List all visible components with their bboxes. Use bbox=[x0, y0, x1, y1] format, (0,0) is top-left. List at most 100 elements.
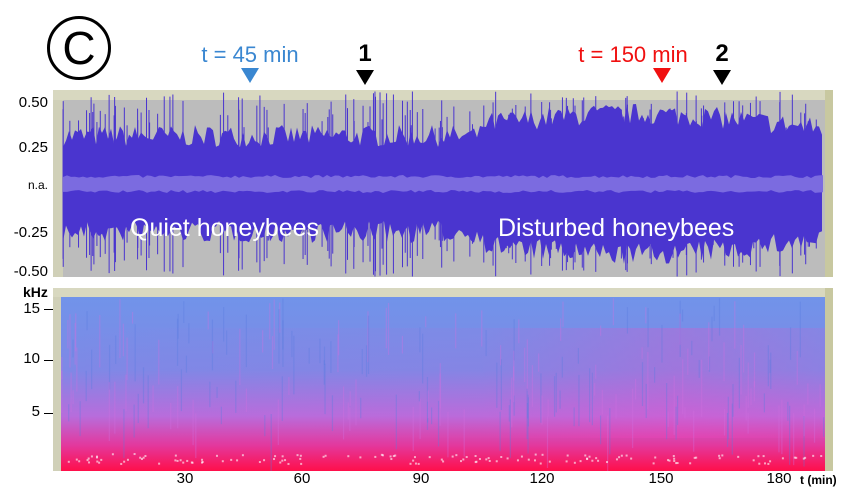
spectrogram-speckle bbox=[174, 459, 177, 462]
spectrogram-streak bbox=[647, 352, 649, 410]
spectrogram-speckle bbox=[100, 458, 103, 461]
spectrogram-speckle bbox=[615, 458, 618, 461]
spectrogram-streak bbox=[807, 383, 809, 405]
spectrogram-streak bbox=[147, 375, 149, 429]
spectrogram-streak bbox=[561, 356, 563, 378]
spectrogram-streak bbox=[323, 360, 325, 385]
marker-t45-label: t = 45 min bbox=[201, 42, 299, 67]
spectrogram-streak bbox=[645, 307, 647, 324]
spectrogram-speckle bbox=[668, 459, 671, 462]
spectrogram-streak bbox=[262, 330, 264, 353]
spectrogram-streak bbox=[331, 395, 334, 432]
spectrogram-streaks bbox=[61, 298, 825, 471]
spectrogram-streak bbox=[142, 367, 145, 404]
spectrogram-streak bbox=[68, 404, 70, 422]
spectrogram-speckle bbox=[693, 456, 696, 459]
spectrogram-streak bbox=[337, 334, 339, 373]
spectrogram-streak bbox=[122, 323, 124, 357]
spectrogram-streak bbox=[743, 324, 745, 373]
spectrogram-streak bbox=[347, 402, 349, 420]
spectrogram-speckle bbox=[762, 455, 765, 458]
spectrogram-streak bbox=[387, 302, 390, 355]
spectrogram-streak bbox=[245, 388, 247, 412]
spectrogram-speckle bbox=[190, 461, 193, 464]
spectrogram-speckle bbox=[389, 455, 392, 458]
spectrogram-streak bbox=[526, 339, 528, 392]
spectrogram-speckle bbox=[654, 456, 657, 459]
spectrogram-speckle bbox=[673, 459, 676, 462]
spectrogram-streak bbox=[667, 411, 669, 427]
spectrogram-speckle bbox=[500, 456, 503, 459]
spectrogram-streak bbox=[245, 314, 247, 368]
spectrogram-speckle bbox=[465, 456, 468, 459]
spectrogram-speckle bbox=[380, 453, 383, 456]
spectrogram-streak bbox=[74, 323, 76, 365]
spectrogram-speckle bbox=[274, 455, 277, 458]
spectrogram-speckle bbox=[123, 460, 126, 463]
spectrogram-streak bbox=[673, 375, 675, 435]
spectrogram-speckle bbox=[793, 456, 796, 459]
spectrogram-streak bbox=[330, 341, 332, 373]
spectrogram-streak bbox=[635, 378, 637, 400]
spectrogram-streak bbox=[481, 310, 483, 347]
spectrogram-streak bbox=[279, 302, 281, 333]
spectrogram-streak bbox=[734, 301, 736, 349]
spectrogram-speckle bbox=[781, 457, 784, 460]
spectrogram-speckle bbox=[485, 458, 488, 461]
marker-2-label: 2 bbox=[715, 40, 729, 67]
spectrogram-speckle bbox=[413, 456, 416, 459]
spectrogram-streak bbox=[485, 329, 487, 357]
spectrogram-streak bbox=[727, 396, 729, 440]
spectrogram-speckle bbox=[182, 461, 185, 464]
spectrogram-speckle bbox=[804, 456, 807, 459]
spectrogram-streak bbox=[192, 399, 194, 446]
spectrogram-streak bbox=[508, 405, 510, 422]
waveform-scrollbar bbox=[825, 90, 833, 277]
marker-1-label: 1 bbox=[358, 40, 372, 67]
spectrogram-streak bbox=[131, 311, 134, 324]
spectrogram-streak bbox=[718, 298, 721, 336]
spectrogram-streak bbox=[108, 382, 110, 442]
spectrogram-speckle bbox=[87, 457, 90, 460]
spectrogram-streak bbox=[367, 315, 370, 374]
waveform-time-ruler bbox=[53, 90, 833, 100]
spectrogram-speckle bbox=[758, 462, 761, 465]
spectrogram-streak bbox=[547, 399, 549, 417]
spectrogram-streak bbox=[803, 415, 805, 467]
spectrogram-streak bbox=[599, 325, 602, 336]
spectrogram-streak bbox=[75, 313, 77, 352]
waveform-left-ruler bbox=[53, 100, 63, 277]
spectrogram-speckle bbox=[672, 455, 675, 458]
spectrogram-speckle bbox=[737, 455, 740, 458]
spectrogram-streak bbox=[76, 347, 78, 392]
spectrogram-streak bbox=[654, 367, 656, 383]
spec-ytick: 5 bbox=[31, 403, 40, 420]
spectrogram-streak bbox=[277, 399, 279, 446]
spectrogram-streak bbox=[546, 416, 549, 469]
spectrogram-streak bbox=[195, 413, 197, 459]
spectrogram-streak bbox=[767, 345, 769, 387]
spectrogram-streak bbox=[270, 414, 272, 471]
spectrogram-speckle bbox=[78, 460, 81, 463]
spectrogram-speckle bbox=[676, 462, 679, 465]
spectrogram-speckle bbox=[718, 457, 721, 460]
spectrogram-warm-region bbox=[53, 328, 833, 438]
spectrogram-streak bbox=[72, 339, 74, 358]
spectrogram-streak bbox=[513, 319, 515, 361]
wave-ytick: n.a. bbox=[27, 178, 48, 192]
spectrogram-streak bbox=[291, 330, 293, 358]
spectrogram-streak bbox=[687, 348, 689, 375]
spectrogram-speckle bbox=[409, 462, 412, 465]
spectrogram-streak bbox=[666, 383, 668, 440]
spectrogram-streak bbox=[360, 397, 362, 419]
spectrogram-streak bbox=[591, 372, 593, 426]
spectrogram-streak bbox=[278, 309, 280, 364]
spectrogram-streak bbox=[753, 352, 756, 388]
spectrogram-speckle bbox=[299, 457, 302, 460]
spectrogram-streak bbox=[738, 357, 740, 409]
spectrogram-streak bbox=[385, 307, 387, 349]
wave-ytick: 0.25 bbox=[18, 139, 48, 156]
spectrogram-streak bbox=[133, 404, 135, 438]
spectrogram-streak bbox=[177, 386, 179, 429]
spectrogram-streak bbox=[778, 405, 780, 453]
